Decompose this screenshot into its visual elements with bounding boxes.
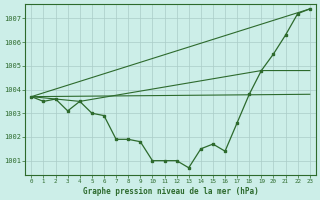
X-axis label: Graphe pression niveau de la mer (hPa): Graphe pression niveau de la mer (hPa) xyxy=(83,187,259,196)
